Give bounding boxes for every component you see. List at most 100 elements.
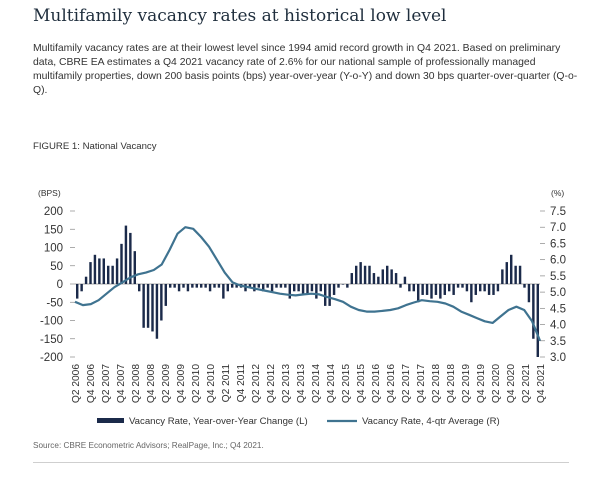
right-tick-label: 5.5 — [550, 271, 566, 283]
yoy-bar — [284, 284, 287, 288]
x-tick-label: Q4 2011 — [236, 364, 247, 403]
x-tick-label: Q4 2020 — [506, 364, 517, 403]
chart-legend: Vacancy Rate, Year-over-Year Change (L) … — [97, 416, 500, 427]
yoy-bar — [478, 284, 482, 292]
left-tick-label: -200 — [40, 352, 63, 364]
legend-bar-label: Vacancy Rate, Year-over-Year Change (L) — [129, 416, 308, 427]
x-tick-label: Q2 2019 — [461, 364, 472, 403]
right-tick-label: 6.0 — [550, 255, 566, 267]
x-tick-label: Q4 2015 — [356, 364, 367, 403]
yoy-bar — [350, 273, 354, 284]
yoy-bar — [416, 284, 420, 303]
yoy-bar — [363, 265, 367, 284]
yoy-bar — [164, 284, 168, 306]
yoy-bar — [217, 284, 221, 288]
yoy-bar — [443, 284, 447, 295]
x-tick-label: Q4 2019 — [476, 364, 487, 403]
yoy-bar — [106, 265, 110, 284]
legend-bar-swatch — [97, 418, 124, 423]
yoy-bar — [421, 284, 424, 295]
x-tick-label: Q2 2018 — [431, 364, 442, 403]
bottom-divider — [33, 462, 569, 463]
yoy-bar — [177, 284, 181, 292]
yoy-bar — [270, 284, 274, 292]
yoy-bar — [514, 265, 517, 284]
yoy-bar — [75, 284, 79, 299]
yoy-bar — [297, 284, 300, 292]
intro-paragraph: Multifamily vacancy rates are at their l… — [33, 43, 578, 96]
axis-labels: 200 150 100 50 0 -50 -100 -150 -200 7.5 7.0 6.5 6.0 5… — [38, 188, 566, 403]
left-tick-label: 150 — [44, 224, 63, 236]
figure-label: FIGURE 1: National Vacancy — [33, 141, 157, 152]
yoy-bar — [523, 284, 526, 288]
yoy-bar — [456, 284, 460, 288]
yoy-bar — [261, 284, 265, 292]
yoy-bar — [226, 284, 230, 292]
yoy-bar — [93, 254, 97, 284]
yoy-bar — [146, 284, 150, 328]
yoy-bar — [394, 273, 398, 284]
yoy-bar — [492, 284, 495, 295]
yoy-bar — [315, 284, 318, 299]
yoy-bar — [439, 284, 442, 299]
yoy-bar — [461, 284, 464, 288]
x-tick-label: Q2 2011 — [221, 364, 232, 403]
yoy-bar — [160, 284, 163, 321]
yoy-bar — [266, 284, 269, 288]
left-tick-label: -50 — [46, 297, 63, 309]
yoy-bar — [120, 243, 123, 284]
right-tick-label: 4.0 — [550, 320, 566, 332]
x-tick-label: Q2 2012 — [251, 364, 262, 403]
yoy-bar — [346, 284, 349, 288]
left-tick-label: 50 — [50, 261, 63, 273]
yoy-bar — [80, 284, 83, 292]
x-tick-label: Q4 2017 — [416, 364, 427, 403]
yoy-bar — [509, 254, 513, 284]
yoy-bar — [496, 284, 500, 292]
yoy-bar — [248, 284, 252, 288]
left-axis-unit: (BPS) — [38, 188, 61, 198]
yoy-bar — [403, 276, 407, 284]
yoy-bar — [452, 284, 455, 295]
yoy-bar — [195, 284, 199, 288]
x-tick-label: Q4 2014 — [326, 364, 337, 403]
yoy-bar — [408, 284, 411, 292]
yoy-bar — [199, 284, 203, 288]
yoy-bar — [372, 273, 376, 284]
yoy-bar — [151, 284, 154, 332]
yoy-bar — [518, 265, 522, 284]
x-tick-label: Q2 2014 — [311, 364, 322, 403]
yoy-bar — [470, 284, 473, 303]
yoy-bar — [115, 258, 119, 284]
right-tick-label: 4.5 — [550, 303, 566, 315]
yoy-bar — [279, 284, 283, 288]
yoy-bar — [359, 262, 362, 284]
yoy-bar — [341, 284, 345, 285]
left-tick-label: 0 — [57, 279, 63, 291]
yoy-bar — [434, 284, 438, 295]
yoy-bar — [377, 276, 380, 284]
yoy-bar — [487, 284, 491, 295]
right-axis-unit: (%) — [551, 188, 564, 198]
right-tick-label: 6.5 — [550, 238, 566, 250]
yoy-bar — [381, 269, 385, 284]
yoy-bar — [186, 284, 190, 292]
right-tick-label: 3.5 — [550, 336, 566, 348]
yoy-bar — [319, 284, 323, 292]
x-tick-label: Q2 2010 — [191, 364, 202, 403]
x-tick-label: Q2 2009 — [161, 364, 172, 403]
x-tick-label: Q4 2010 — [206, 364, 217, 403]
yoy-bar — [465, 284, 469, 292]
right-tick-label: 7.0 — [550, 222, 566, 234]
right-tick-label: 3.0 — [550, 352, 566, 364]
yoy-bar — [222, 284, 225, 299]
x-tick-label: Q4 2018 — [446, 364, 457, 403]
yoy-bar — [425, 284, 429, 295]
yoy-bar — [483, 284, 486, 292]
yoy-bar — [133, 251, 137, 284]
yoy-bar — [124, 225, 128, 284]
page-title: Multifamily vacancy rates at historical … — [33, 6, 447, 26]
yoy-bar — [129, 232, 132, 284]
yoy-bar — [385, 265, 389, 284]
yoy-bar — [527, 284, 531, 303]
